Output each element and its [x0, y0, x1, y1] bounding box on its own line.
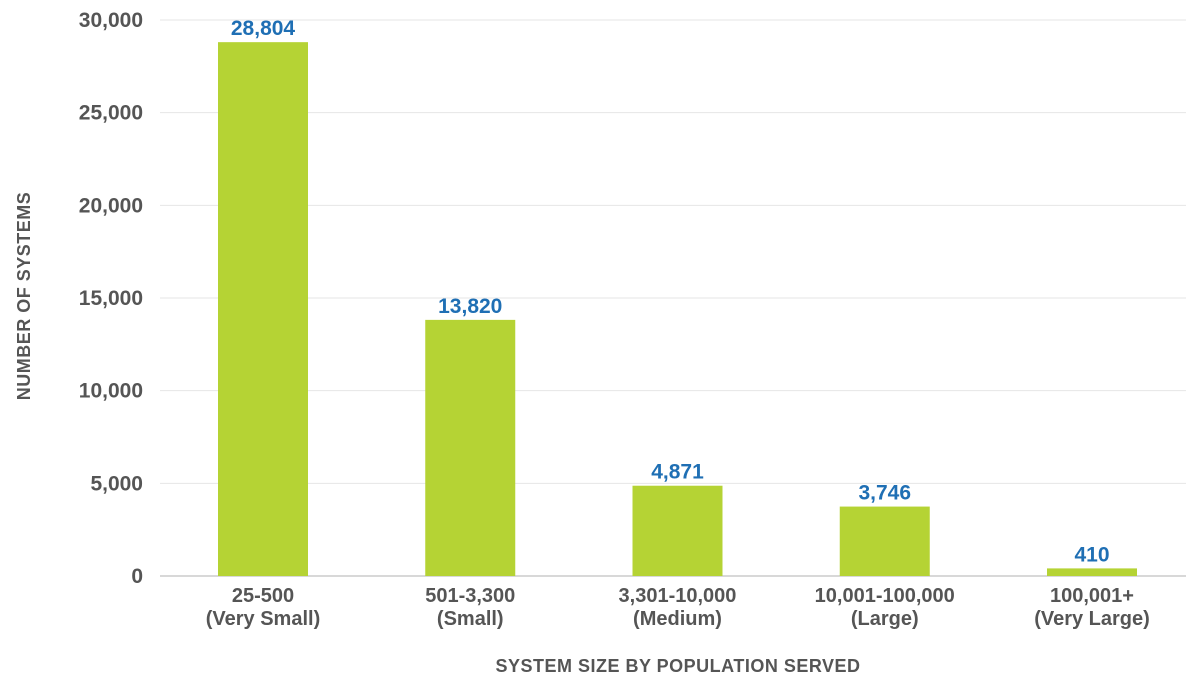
y-tick-label: 30,000 [79, 9, 143, 32]
data-label: 3,746 [858, 482, 911, 505]
bars [218, 42, 1137, 576]
bar [218, 42, 308, 576]
data-label: 28,804 [231, 17, 296, 40]
x-category-label: 10,001-100,000 [815, 585, 955, 607]
data-labels: 28,804 13,820 4,871 3,746 410 [231, 17, 1110, 566]
y-axis-title: NUMBER OF SYSTEMS [14, 192, 34, 401]
x-axis-categories: 25-500(Very Small) 501-3,300(Small) 3,301-… [206, 585, 1150, 630]
x-category-sublabel: (Very Large) [1034, 608, 1150, 630]
y-tick-label: 25,000 [79, 102, 143, 125]
x-category-label: 100,001+ [1050, 585, 1134, 607]
bar [632, 485, 723, 576]
x-category-sublabel: (Large) [851, 608, 919, 630]
x-category-sublabel: (Very Small) [206, 608, 321, 630]
y-tick-label: 0 [131, 565, 143, 588]
x-category-label: 3,301-10,000 [619, 585, 737, 607]
x-category-label: 25-500 [232, 585, 294, 607]
y-axis-ticks: 0 5,000 10,000 15,000 20,000 25,000 30,000 [79, 9, 143, 588]
x-axis-title: SYSTEM SIZE BY POPULATION SERVED [495, 656, 860, 676]
x-category-sublabel: (Medium) [633, 608, 722, 630]
y-tick-label: 5,000 [90, 472, 143, 495]
bar [425, 319, 516, 576]
bar [1047, 568, 1137, 576]
data-label: 410 [1074, 543, 1109, 566]
bar [839, 506, 930, 576]
gridlines [160, 19, 1186, 577]
y-tick-label: 15,000 [79, 287, 143, 310]
x-category-sublabel: (Small) [437, 608, 504, 630]
data-label: 13,820 [438, 295, 502, 318]
x-category-label: 501-3,300 [425, 585, 515, 607]
data-label: 4,871 [651, 461, 704, 484]
y-tick-label: 10,000 [79, 380, 143, 403]
y-tick-label: 20,000 [79, 194, 143, 217]
